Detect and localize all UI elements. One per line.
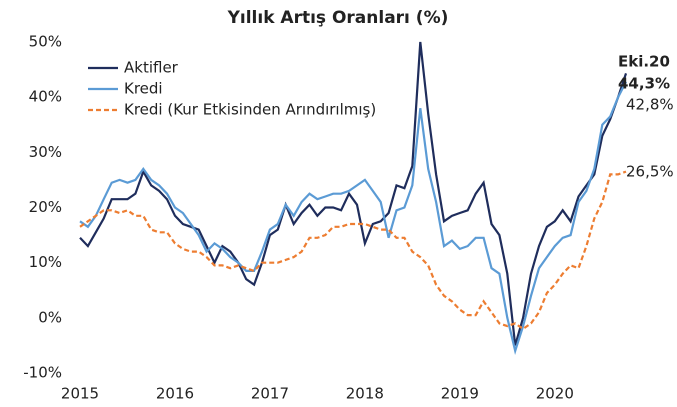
- x-tick-label: 2018: [346, 385, 384, 403]
- x-tick-label: 2017: [251, 385, 289, 403]
- y-tick-label: -10%: [23, 364, 62, 382]
- y-tick-label: 40%: [29, 88, 62, 106]
- y-tick-label: 0%: [38, 308, 62, 326]
- y-tick-label: 30%: [29, 143, 62, 161]
- annotation: Eki.20: [618, 53, 670, 71]
- line: [79, 41, 628, 346]
- data-label: 26,5%: [626, 163, 674, 181]
- x-tick-label: 2016: [156, 385, 194, 403]
- y-tick-label: 10%: [29, 253, 62, 271]
- y-tick-label: 20%: [29, 198, 62, 216]
- x-tick-label: 2015: [61, 385, 99, 403]
- y-tick-label: 50%: [29, 33, 62, 51]
- x-tick-label: 2020: [536, 385, 574, 403]
- legend-label: Kredi (Kur Etkisinden Arındırılmış): [124, 101, 376, 119]
- legend-label: Aktifler: [124, 59, 179, 77]
- line: [79, 170, 627, 331]
- x-tick-label: 2019: [441, 385, 479, 403]
- line: [79, 81, 627, 356]
- data-label: 42,8%: [626, 96, 674, 114]
- chart-title: Yıllık Artış Oranları (%): [227, 8, 449, 28]
- data-label: 44,3%: [618, 75, 670, 93]
- legend-label: Kredi: [124, 80, 163, 98]
